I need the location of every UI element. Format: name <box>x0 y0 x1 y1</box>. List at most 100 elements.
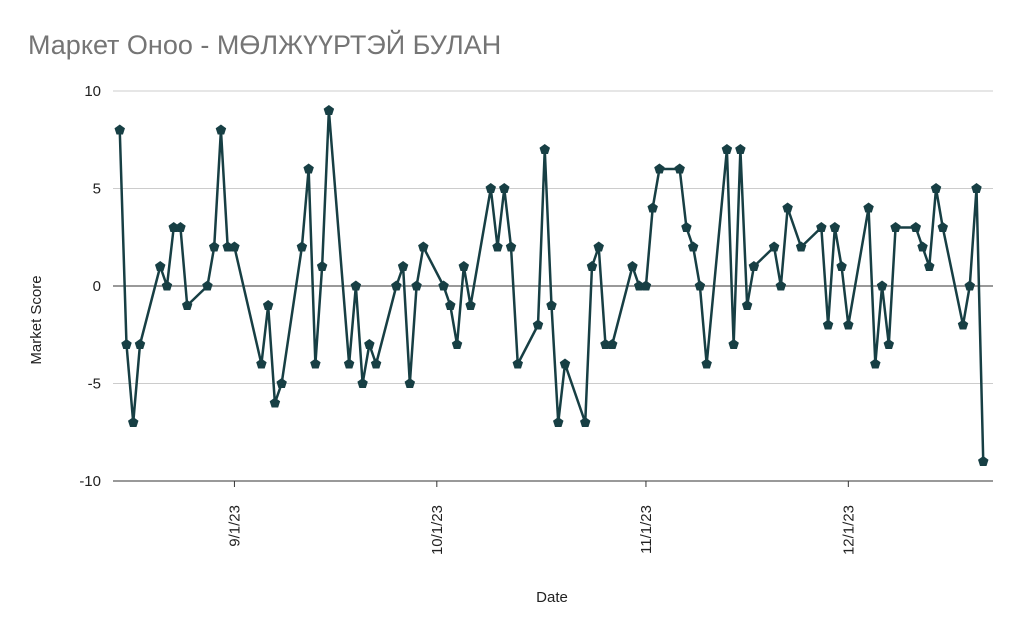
data-point <box>627 261 638 271</box>
data-point <box>181 300 193 310</box>
data-point <box>870 358 881 369</box>
data-point <box>728 339 739 349</box>
y-axis-label: Market Score <box>28 275 45 364</box>
data-point <box>883 339 895 349</box>
data-point <box>546 300 557 310</box>
data-point <box>229 241 240 252</box>
data-point <box>512 358 524 369</box>
y-tick-label: -5 <box>88 376 101 393</box>
data-point <box>458 261 470 271</box>
data-point <box>633 280 645 291</box>
data-point <box>485 183 497 193</box>
data-point <box>606 339 618 349</box>
data-point <box>978 456 989 466</box>
data-point <box>310 358 321 369</box>
data-point <box>175 222 186 232</box>
data-point <box>202 280 213 291</box>
data-point <box>775 280 787 291</box>
data-point <box>687 241 699 252</box>
data-point <box>600 339 611 349</box>
data-point <box>499 183 510 193</box>
data-point <box>343 358 355 369</box>
data-point <box>323 105 335 115</box>
data-point <box>505 241 517 252</box>
data-point <box>222 241 233 252</box>
x-tick-label: 9/1/23 <box>226 505 243 547</box>
data-point <box>168 222 179 232</box>
data-point <box>134 339 146 349</box>
data-point <box>654 163 665 174</box>
data-point <box>863 202 874 213</box>
data-point <box>593 241 604 252</box>
data-point <box>553 417 564 427</box>
data-point <box>816 222 827 232</box>
data-point <box>438 280 449 291</box>
data-point <box>364 339 375 349</box>
data-point <box>357 378 368 388</box>
data-point <box>579 417 591 427</box>
data-point <box>836 261 847 271</box>
data-point <box>465 300 476 310</box>
data-point <box>930 183 942 193</box>
data-point <box>674 163 685 174</box>
data-point <box>843 319 854 330</box>
data-point <box>937 222 949 232</box>
data-point <box>404 378 416 388</box>
data-point <box>418 241 429 252</box>
data-point <box>161 280 173 291</box>
data-point <box>256 358 267 369</box>
data-point <box>741 300 753 310</box>
data-point <box>451 339 463 349</box>
data-point <box>782 202 793 213</box>
data-point <box>262 300 274 310</box>
data-point <box>890 222 901 232</box>
data-point <box>971 183 982 193</box>
x-tick-label: 10/1/23 <box>429 505 446 555</box>
y-tick-label: 5 <box>93 181 101 198</box>
data-point <box>208 241 220 252</box>
data-point <box>350 280 362 291</box>
x-tick-label: 11/1/23 <box>638 505 655 554</box>
data-point <box>492 241 503 252</box>
data-point <box>822 319 834 330</box>
data-point <box>910 222 922 232</box>
data-point <box>215 124 227 135</box>
data-point <box>586 261 598 271</box>
data-point <box>694 280 706 291</box>
data-point <box>269 397 281 408</box>
chart-title: Маркет Оноо - МӨЛЖҮҮРТЭЙ БУЛАН <box>28 29 501 60</box>
data-point <box>559 358 571 369</box>
data-point <box>924 261 935 271</box>
data-point <box>411 280 422 291</box>
x-tick-label: 12/1/23 <box>840 505 857 555</box>
data-point <box>128 417 139 427</box>
data-point <box>114 124 125 135</box>
data-point <box>121 339 132 349</box>
x-axis-label: Date <box>536 589 568 606</box>
data-point <box>370 358 382 369</box>
data-point <box>316 261 328 271</box>
data-point <box>296 241 308 252</box>
data-point <box>735 144 746 154</box>
data-point <box>917 241 928 252</box>
data-point <box>532 319 544 330</box>
data-point <box>795 241 807 252</box>
data-point <box>768 241 780 252</box>
y-tick-label: -10 <box>79 473 101 490</box>
data-point <box>876 280 888 291</box>
data-point <box>276 378 287 388</box>
data-point <box>964 280 975 291</box>
data-point <box>957 319 969 330</box>
data-point <box>445 300 456 310</box>
data-point <box>154 261 166 271</box>
data-point <box>701 358 712 369</box>
y-tick-label: 0 <box>93 278 101 295</box>
data-point <box>303 163 314 174</box>
data-point <box>748 261 760 271</box>
y-tick-label: 10 <box>84 83 101 100</box>
data-point <box>640 280 652 291</box>
data-point <box>681 222 692 232</box>
data-point <box>391 280 402 291</box>
data-point <box>829 222 841 232</box>
